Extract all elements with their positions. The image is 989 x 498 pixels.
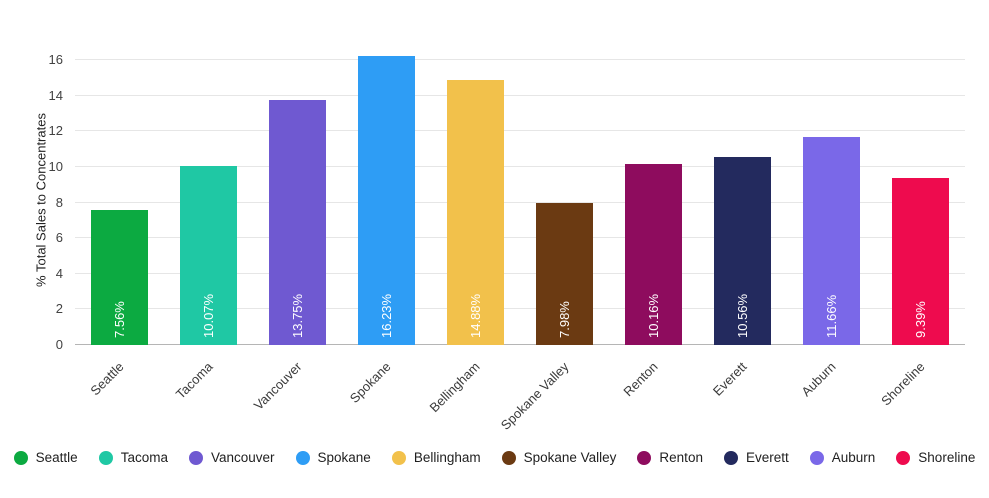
legend-label: Vancouver [210,450,275,465]
legend-item-tacoma[interactable]: Tacoma [98,450,168,465]
gridline [75,272,965,274]
bar-vancouver[interactable]: 13.75% [269,100,326,345]
bar-value-label: 14.88% [467,293,483,338]
plot-area: Seattle Tacoma Vancouver Spokane Bellingham S… [49,50,965,433]
y-tick-label: 8 [55,194,63,210]
bar-renton[interactable]: 10.16% [625,164,682,345]
x-axis-label-bellingham: Bellingham [426,359,483,416]
legend-color-dot [501,450,516,465]
gridline [75,237,965,239]
legend-color-dot [723,450,738,465]
bar-value-label: 10.16% [645,293,661,338]
y-tick-label: 14 [48,87,63,103]
y-tick-label: 10 [48,158,63,174]
bar-bellingham[interactable]: 14.88% [447,79,504,345]
y-tick-label: 2 [55,301,63,317]
legend-label: Everett [745,450,789,465]
legend-item-everett[interactable]: Everett [723,450,789,465]
bar-value-label: 16.23% [378,293,394,338]
gridline [75,165,965,167]
bar-value-label: 13.75% [289,293,305,338]
x-axis-label-auburn: Auburn [797,359,839,400]
legend-item-shoreline[interactable]: Shoreline [896,450,975,465]
bar-spokane[interactable]: 16.23% [358,55,415,345]
bar-shoreline[interactable]: 9.39% [892,177,949,345]
x-axis-label-shoreline: Shoreline [877,359,928,409]
legend-label: Auburn [831,450,876,465]
bar-everett[interactable]: 10.56% [714,156,771,345]
x-axis-label-vancouver: Vancouver [250,359,305,413]
y-tick-label: 6 [55,230,63,246]
gridline [75,130,965,132]
legend-item-renton[interactable]: Renton [637,450,703,465]
legend-color-dot [98,450,113,465]
legend-label: Seattle [35,450,78,465]
x-axis-label-renton: Renton [619,359,661,400]
legend-item-spokane-valley[interactable]: Spokane Valley [501,450,617,465]
legend-color-dot [637,450,652,465]
bar-value-label: 10.07% [200,293,216,338]
legend-label: Bellingham [413,450,481,465]
legend-item-vancouver[interactable]: Vancouver [188,450,275,465]
legend-label: Tacoma [120,450,168,465]
legend-item-spokane[interactable]: Spokane [295,450,371,465]
x-axis-label-spokane: Spokane [346,359,394,406]
x-axis-labels: Seattle Tacoma Vancouver Spokane Bellingham S… [75,345,965,433]
x-axis-label-spokane-valley: Spokane Valley [497,359,572,433]
bar-seattle[interactable]: 7.56% [91,210,148,345]
bar-value-label: 9.39% [912,301,928,338]
legend-item-bellingham[interactable]: Bellingham [391,450,481,465]
legend-color-dot [295,450,310,465]
y-tick-label: 12 [48,123,63,139]
x-axis-label-seattle: Seattle [86,359,127,399]
gridline [75,201,965,203]
legend-color-dot [809,450,824,465]
y-tick-label: 4 [55,265,63,281]
bar-value-label: 7.98% [556,301,572,338]
legend-item-seattle[interactable]: Seattle [13,450,78,465]
legend-color-dot [896,450,911,465]
x-axis-label-everett: Everett [709,359,750,399]
legend-label: Spokane [317,450,371,465]
bar-auburn[interactable]: 11.66% [803,137,860,345]
legend-item-auburn[interactable]: Auburn [809,450,876,465]
bar-tacoma[interactable]: 10.07% [180,165,237,345]
bar-value-label: 10.56% [734,293,750,338]
x-axis-label-tacoma: Tacoma [172,359,216,402]
legend-color-dot [188,450,203,465]
legend-label: Renton [659,450,703,465]
bar-value-label: 7.56% [111,301,127,338]
gridline [75,344,965,345]
y-tick-label: 0 [55,337,63,352]
gridline [75,308,965,310]
legend-label: Spokane Valley [523,450,617,465]
bar-value-label: 11.66% [823,294,839,338]
y-tick-label: 16 [48,52,63,67]
legend: Seattle Tacoma Vancouver Spokane Bellingham S… [0,450,989,465]
bar-spokane-valley[interactable]: 7.98% [536,202,593,345]
gridline [75,59,965,60]
legend-color-dot [13,450,28,465]
gridline [75,94,965,96]
legend-color-dot [391,450,406,465]
legend-label: Shoreline [918,450,976,465]
